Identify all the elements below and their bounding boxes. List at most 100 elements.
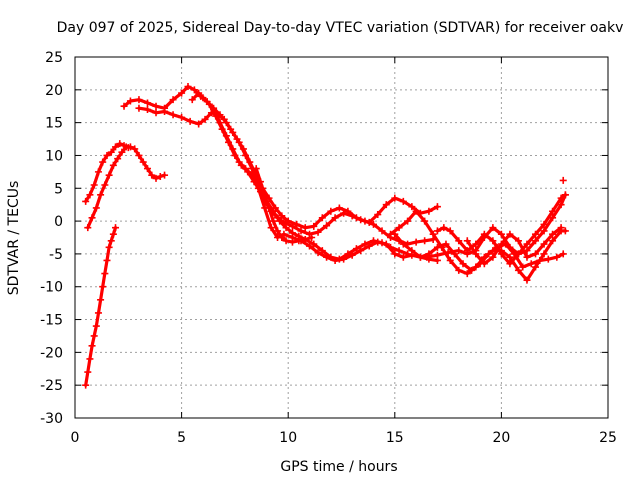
data-point (94, 309, 102, 317)
data-point (90, 181, 98, 189)
data-point (103, 151, 111, 159)
data-point (86, 355, 94, 363)
data-point (549, 207, 557, 215)
tick-labels: 0 5 10 15 20 25 25 20 15 10 5 0 -5 -10 -15 -20 -25 -30 (40, 50, 617, 446)
data-point (489, 247, 497, 255)
data-point (233, 135, 241, 143)
chart-title: Day 097 of 2025, Sidereal Day-to-day VTE… (57, 20, 624, 36)
data-point (549, 230, 557, 238)
data-point (438, 243, 446, 251)
data-point (480, 230, 488, 238)
data-point (107, 148, 115, 156)
data-point (497, 230, 505, 238)
series-line (465, 226, 563, 266)
data-point (278, 234, 286, 241)
data-point (220, 115, 228, 123)
data-point (335, 204, 343, 212)
data-point (382, 201, 390, 209)
data-point (169, 96, 177, 104)
data-point (109, 230, 117, 238)
data-point (352, 214, 360, 222)
data-point (374, 211, 382, 219)
data-point (156, 172, 164, 180)
data-point (421, 237, 429, 245)
data-point (99, 283, 107, 291)
data-point (472, 250, 480, 258)
data-point (506, 230, 514, 238)
data-point (408, 203, 416, 211)
data-point (161, 171, 169, 179)
data-point (318, 214, 326, 222)
data-point (152, 174, 160, 182)
data-point (199, 94, 207, 102)
data-point (361, 240, 369, 248)
data-point (442, 240, 450, 248)
series-arc-10 (387, 207, 569, 284)
data-point (190, 86, 198, 94)
data-point (143, 106, 151, 114)
data-point (472, 263, 480, 271)
data-point (105, 243, 113, 251)
data-point (425, 207, 433, 215)
data-point (348, 251, 356, 259)
data-point (248, 171, 256, 179)
data-point (433, 227, 441, 235)
data-point (433, 251, 441, 259)
data-point (440, 224, 448, 232)
data-point (523, 253, 531, 261)
data-point (282, 224, 290, 232)
data-point (97, 191, 105, 199)
x-axis-label: GPS time / hours (280, 459, 397, 475)
data-point (446, 227, 454, 235)
data-point (205, 100, 213, 108)
data-point (455, 266, 463, 274)
data-point (391, 194, 399, 202)
data-point (114, 155, 122, 163)
x-tick-label: 0 (71, 430, 80, 446)
data-point (399, 197, 407, 205)
data-point (549, 237, 557, 245)
data-point (201, 115, 209, 123)
data-point (323, 222, 331, 230)
data-point (416, 253, 424, 261)
data-point (112, 143, 120, 151)
y-tick-label: 15 (45, 116, 63, 132)
data-point (423, 253, 431, 261)
data-point (135, 96, 143, 104)
series-arc-8 (252, 165, 316, 246)
data-point (222, 132, 230, 140)
data-point (184, 83, 192, 91)
data-point (195, 89, 203, 97)
data-point (382, 240, 390, 248)
data-point (242, 165, 250, 173)
data-point (295, 237, 303, 245)
data-point (489, 224, 497, 232)
data-point (84, 224, 92, 232)
data-point (120, 102, 128, 110)
data-point (301, 224, 309, 232)
data-point (361, 217, 369, 225)
data-point (523, 276, 531, 284)
y-tick-label: -5 (49, 247, 63, 263)
data-point (532, 230, 540, 238)
data-point (152, 102, 160, 110)
data-point (514, 237, 522, 245)
data-point (101, 270, 109, 278)
data-point (327, 207, 335, 215)
data-point (489, 253, 497, 261)
x-tick-label: 15 (386, 430, 404, 446)
y-tick-label: -25 (40, 378, 63, 394)
data-point (559, 250, 567, 258)
data-point (274, 227, 282, 235)
data-point (310, 240, 318, 248)
data-point (239, 145, 247, 153)
data-point (314, 228, 322, 236)
y-axis-label: SDTVAR / TECUs (6, 181, 22, 296)
data-point (161, 107, 169, 115)
data-point (131, 145, 139, 153)
data-point (399, 253, 407, 261)
data-point (297, 227, 305, 235)
data-point (318, 247, 326, 255)
data-point (344, 207, 352, 215)
data-point (139, 158, 147, 166)
